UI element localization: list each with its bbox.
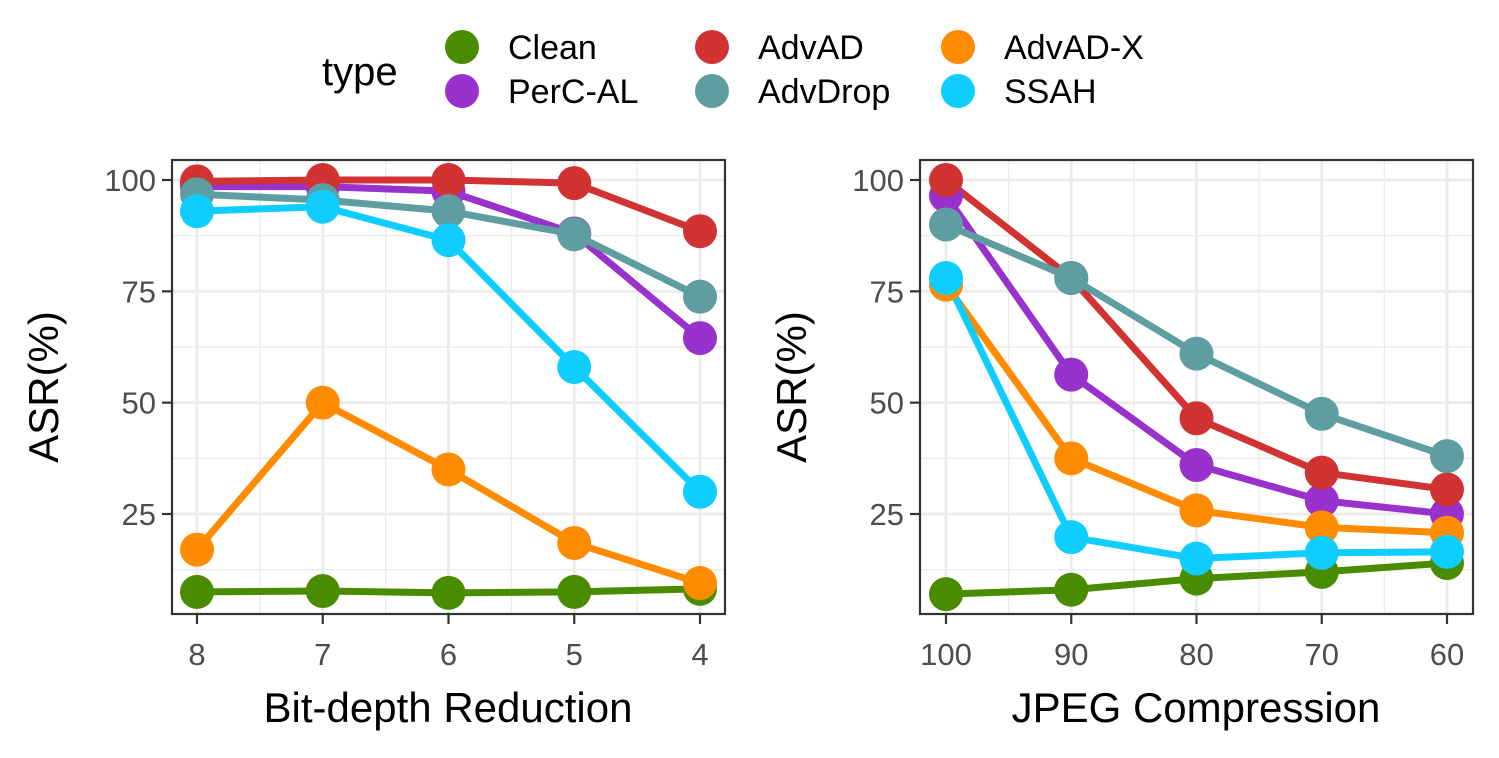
x-tick-label: 80 [1179, 637, 1213, 672]
x-axis: 8 7 6 5 4 [188, 614, 709, 672]
point-advdrop-90 [1054, 260, 1089, 295]
point-clean-100 [929, 577, 963, 612]
point-advad-x-70 [1304, 510, 1339, 545]
x-tick-label: 4 [691, 637, 708, 672]
y-tick-label: 75 [870, 274, 904, 309]
point-advad-x-5 [557, 525, 592, 560]
point-perc-al-70 [1304, 483, 1339, 518]
legend-item-clean: Clean [445, 29, 597, 67]
legend-label-advdrop: AdvDrop [758, 73, 890, 111]
point-ssah-7 [305, 189, 340, 224]
point-advad-x-7 [305, 385, 340, 420]
point-advdrop-70 [1304, 396, 1339, 431]
legend-key-advad-x [941, 30, 975, 64]
x-tick-label: 60 [1430, 637, 1464, 672]
point-ssah-90 [1054, 520, 1089, 555]
point-advad-x-8 [180, 532, 214, 567]
legend-label-ssah: SSAH [1004, 73, 1097, 111]
x-tick-label: 5 [566, 637, 583, 672]
y-axis: 25 50 75 100 [852, 163, 920, 532]
point-ssah-5 [557, 350, 592, 385]
point-advdrop-5 [557, 217, 592, 252]
point-advad-4 [683, 214, 717, 249]
x-axis: 100 90 80 70 60 [920, 614, 1464, 672]
y-tick-label: 100 [104, 163, 156, 198]
point-advdrop-4 [683, 279, 717, 314]
legend-label-clean: Clean [508, 29, 597, 67]
legend-key-advad [695, 30, 729, 64]
legend-key-clean [445, 30, 479, 64]
legend-label-advad: AdvAD [758, 29, 864, 67]
point-clean-7 [305, 574, 340, 609]
point-advad-70 [1304, 455, 1339, 490]
y-tick-label: 25 [870, 497, 904, 532]
legend-item-perc-al: PerC-AL [445, 73, 638, 111]
point-advad-5 [557, 166, 592, 201]
point-advad-x-80 [1179, 493, 1214, 528]
x-tick-label: 90 [1054, 637, 1088, 672]
point-ssah-8 [180, 194, 214, 229]
y-axis-title: ASR(%) [20, 311, 67, 463]
point-advad-x-90 [1054, 441, 1089, 476]
legend-key-advdrop [695, 74, 729, 108]
point-advdrop-60 [1430, 439, 1464, 474]
legend-label-advad-x: AdvAD-X [1004, 29, 1144, 67]
point-clean-90 [1054, 572, 1089, 607]
legend-item-advad: AdvAD [695, 29, 864, 67]
point-advdrop-6 [431, 194, 466, 229]
legend-label-perc-al: PerC-AL [508, 73, 638, 111]
point-advdrop-100 [929, 207, 963, 242]
point-perc-al-80 [1179, 448, 1214, 483]
point-clean-5 [557, 574, 592, 609]
legend-item-ssah: SSAH [941, 73, 1097, 111]
y-axis-title: ASR(%) [768, 311, 815, 463]
x-tick-label: 70 [1305, 637, 1339, 672]
y-tick-label: 100 [852, 163, 904, 198]
point-advad-x-6 [431, 452, 466, 487]
point-perc-al-90 [1054, 357, 1089, 392]
point-ssah-4 [683, 474, 717, 509]
point-ssah-70 [1304, 535, 1339, 570]
legend: type Clean PerC-AL AdvAD AdvDrop AdvAD-X SSAH [322, 29, 1144, 111]
legend-key-ssah [941, 74, 975, 108]
point-ssah-6 [431, 223, 466, 258]
point-advad-x-4 [683, 566, 717, 601]
y-tick-label: 25 [122, 497, 156, 532]
point-clean-8 [180, 574, 214, 609]
y-axis: 25 50 75 100 [104, 163, 172, 532]
x-tick-label: 7 [314, 637, 331, 672]
x-tick-label: 100 [920, 637, 972, 672]
panel-jpeg: 25 50 75 100 100 90 80 70 60 JPEG Compression ASR(… [768, 158, 1475, 731]
point-ssah-60 [1430, 534, 1464, 569]
point-advdrop-80 [1179, 336, 1214, 371]
point-ssah-80 [1179, 541, 1214, 576]
point-advad-6 [431, 163, 466, 197]
legend-key-perc-al [445, 74, 479, 108]
y-tick-label: 75 [122, 274, 156, 309]
x-axis-title: Bit-depth Reduction [264, 684, 633, 731]
point-perc-al-4 [683, 321, 717, 356]
legend-item-advad-x: AdvAD-X [941, 29, 1144, 67]
point-ssah-100 [929, 260, 963, 295]
series-group [929, 163, 1464, 612]
y-tick-label: 50 [122, 386, 156, 421]
point-advad-100 [929, 163, 963, 197]
panel-bit-depth: 25 50 75 100 8 7 6 5 4 Bit-depth Reduction ASR(%) [20, 158, 727, 731]
x-tick-label: 8 [188, 637, 205, 672]
legend-item-advdrop: AdvDrop [695, 73, 890, 111]
point-advad-80 [1179, 401, 1214, 436]
x-axis-title: JPEG Compression [1012, 684, 1381, 731]
x-tick-label: 6 [440, 637, 457, 672]
series-group [180, 163, 717, 610]
point-clean-6 [431, 575, 466, 610]
y-tick-label: 50 [870, 386, 904, 421]
point-advad-60 [1430, 472, 1464, 507]
legend-title: type [322, 50, 398, 94]
